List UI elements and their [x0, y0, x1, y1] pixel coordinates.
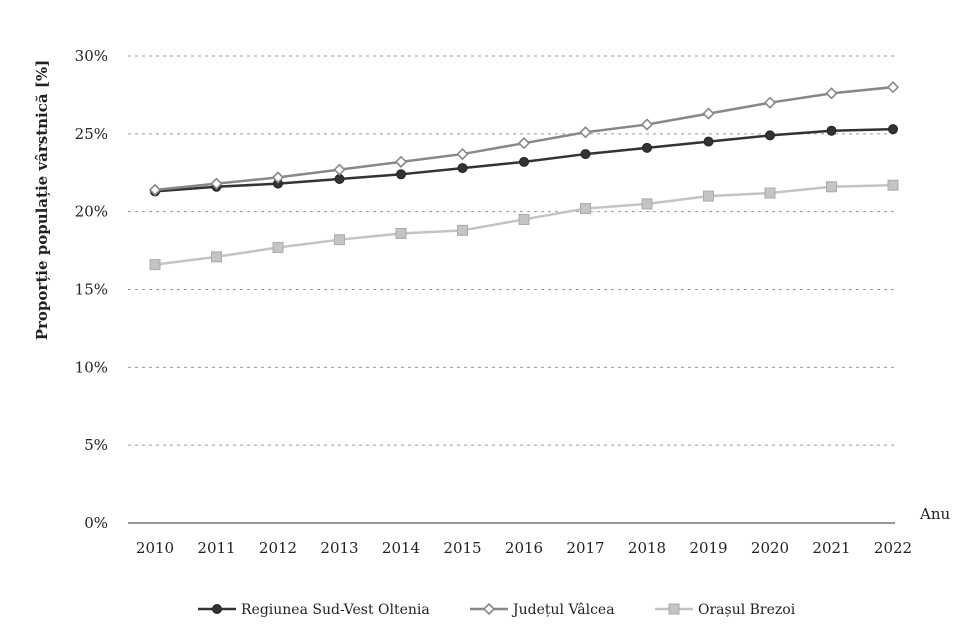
data-point	[210, 177, 223, 190]
series-2	[148, 81, 900, 197]
data-point	[518, 213, 530, 225]
data-point	[888, 124, 898, 135]
data-point	[640, 118, 654, 131]
series-lines	[148, 81, 900, 271]
x-tick-label: 2018	[628, 539, 666, 557]
series-3	[149, 179, 899, 271]
gridlines	[128, 55, 895, 446]
x-axis-label: Anu	[919, 505, 950, 523]
x-tick-label: 2022	[874, 539, 912, 557]
data-point	[887, 179, 899, 191]
legend-label: Județul Vâlcea	[511, 602, 615, 618]
y-tick-label: 30%	[75, 47, 108, 65]
data-point	[334, 234, 345, 246]
data-point	[642, 142, 652, 153]
y-tick-label: 20%	[75, 203, 108, 221]
data-point	[517, 137, 531, 150]
legend-item: Regiunea Sud-Vest Oltenia	[198, 602, 430, 618]
data-point	[149, 259, 161, 271]
y-tick-label: 15%	[75, 281, 108, 299]
legend-label: Regiunea Sud-Vest Oltenia	[241, 602, 430, 618]
y-tick-labels: 0% 5% 10% 15% 20% 25% 30%	[75, 47, 108, 532]
data-point	[395, 227, 407, 239]
legend: Regiunea Sud-Vest Oltenia Județul Vâlcea O…	[198, 602, 796, 618]
data-point	[764, 187, 776, 199]
y-axis-label: Proporție populație vârstnică [%]	[33, 60, 51, 341]
data-point	[519, 156, 529, 167]
data-point	[826, 181, 837, 193]
data-point	[763, 96, 777, 109]
y-tick-label: 10%	[75, 358, 108, 376]
data-point	[825, 87, 838, 100]
x-tick-label: 2021	[812, 539, 850, 557]
x-tick-label: 2019	[689, 539, 727, 557]
y-tick-label: 25%	[75, 125, 108, 143]
x-tick-label: 2017	[566, 539, 604, 557]
y-tick-label: 0%	[84, 514, 108, 532]
x-tick-label: 2020	[751, 539, 789, 557]
legend-label: Orașul Brezoi	[698, 602, 796, 618]
data-point	[668, 603, 680, 615]
data-point	[394, 155, 408, 168]
legend-item: Orașul Brezoi	[655, 602, 796, 618]
data-point	[334, 173, 345, 184]
data-point	[396, 169, 406, 180]
x-tick-label: 2012	[259, 539, 297, 557]
data-point	[272, 241, 284, 253]
data-point	[703, 190, 714, 202]
x-tick-label: 2016	[505, 539, 543, 557]
data-point	[271, 171, 285, 184]
data-point	[702, 107, 715, 120]
data-point	[211, 251, 222, 263]
data-point	[579, 126, 592, 139]
x-tick-label: 2010	[136, 539, 174, 557]
data-point	[580, 203, 591, 215]
data-point	[482, 602, 496, 616]
data-point	[703, 136, 714, 147]
x-tick-labels: 2010 2011 2012 2013 2014 2015 2016 2017 2018 2019…	[136, 539, 912, 557]
data-point	[580, 149, 591, 160]
data-point	[456, 147, 469, 161]
y-tick-label: 5%	[84, 436, 108, 454]
data-point	[826, 125, 837, 136]
x-tick-label: 2013	[320, 539, 358, 557]
series-1	[150, 124, 898, 197]
data-point	[333, 163, 346, 176]
data-point	[457, 163, 468, 174]
data-point	[886, 81, 900, 94]
data-point	[148, 183, 162, 197]
x-tick-label: 2014	[382, 539, 420, 557]
legend-item: Județul Vâlcea	[470, 602, 615, 618]
data-point	[457, 224, 468, 236]
data-point	[765, 130, 775, 141]
x-tick-label: 2011	[197, 539, 235, 557]
data-point	[641, 198, 653, 210]
data-point	[212, 604, 222, 614]
x-tick-label: 2015	[443, 539, 481, 557]
